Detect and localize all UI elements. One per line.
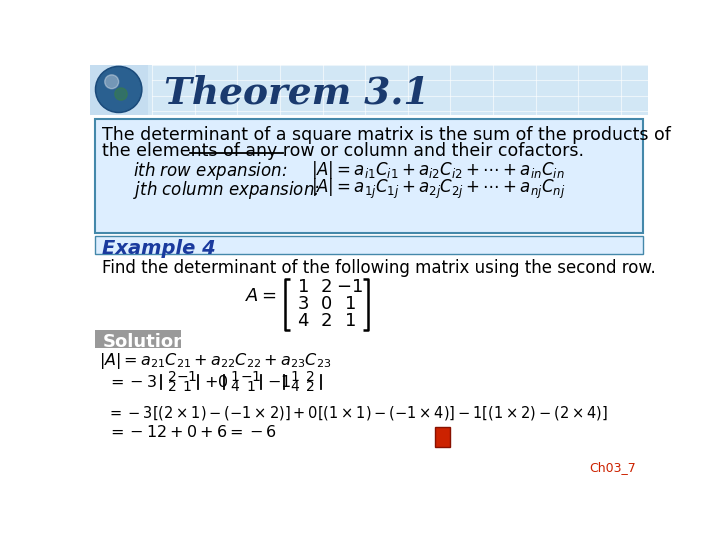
Text: $-1$: $-1$ [336, 278, 363, 296]
Text: $|A|=a_{1j}C_{1j}+a_{2j}C_{2j}+\cdots+a_{nj}C_{nj}$: $|A|=a_{1j}C_{1j}+a_{2j}C_{2j}+\cdots+a_… [311, 177, 565, 201]
Text: Solution: Solution [102, 333, 186, 351]
Text: $1$: $1$ [289, 370, 300, 383]
Text: $=-3$: $=-3$ [107, 374, 157, 390]
Text: $|A|=a_{i1}C_{i1}+a_{i2}C_{i2}+\cdots+a_{in}C_{in}$: $|A|=a_{i1}C_{i1}+a_{i2}C_{i2}+\cdots+a_… [311, 159, 564, 181]
Text: $1$: $1$ [297, 278, 309, 296]
Text: $=-3[(2\times1)-(-1\times2)]+0[(1\times1)-(-1\times4)]-1[(1\times2)-(2\times4)]$: $=-3[(2\times1)-(-1\times2)]+0[(1\times1… [107, 403, 608, 422]
Text: $-1$: $-1$ [176, 370, 197, 383]
Text: $1$: $1$ [343, 312, 356, 330]
Text: $2$: $2$ [305, 380, 315, 394]
Text: The determinant of a square matrix is the sum of the products of: The determinant of a square matrix is th… [102, 126, 671, 144]
Text: $i$th row expansion:: $i$th row expansion: [132, 160, 287, 183]
Text: $A=$: $A=$ [245, 287, 277, 305]
Text: $4$: $4$ [297, 312, 310, 330]
Text: Example 4: Example 4 [102, 239, 216, 258]
Circle shape [96, 66, 142, 112]
Text: $4$: $4$ [289, 380, 300, 394]
Text: Ch03_7: Ch03_7 [590, 462, 636, 475]
Text: $2$: $2$ [320, 312, 332, 330]
Text: $1$: $1$ [230, 370, 240, 383]
Bar [148, 65, 648, 115]
Circle shape [104, 75, 119, 89]
Text: $0$: $0$ [320, 295, 333, 313]
Text: $2$: $2$ [320, 278, 332, 296]
Text: $=-12+0+6=-6$: $=-12+0+6=-6$ [107, 423, 276, 440]
Text: $j$th column expansion:: $j$th column expansion: [132, 179, 320, 201]
Bar [94, 236, 644, 254]
Text: the elements of any row or column and their cofactors.: the elements of any row or column and th… [102, 142, 585, 160]
Text: $+0$: $+0$ [204, 374, 228, 390]
Text: $2$: $2$ [167, 380, 176, 394]
Text: $1$: $1$ [343, 295, 356, 313]
Text: $3$: $3$ [297, 295, 309, 313]
Text: $4$: $4$ [230, 380, 240, 394]
Text: $-1$: $-1$ [240, 370, 261, 383]
Circle shape [97, 68, 140, 111]
Text: $1$: $1$ [246, 380, 255, 394]
Text: $-1$: $-1$ [267, 374, 292, 390]
Text: Theorem 3.1: Theorem 3.1 [163, 74, 429, 111]
Bar [435, 427, 451, 447]
Bar [94, 119, 644, 233]
Text: Find the determinant of the following matrix using the second row.: Find the determinant of the following ma… [102, 259, 656, 277]
Text: $2$: $2$ [305, 370, 315, 383]
Text: $|A|=a_{21}C_{21}+a_{22}C_{22}+a_{23}C_{23}$: $|A|=a_{21}C_{21}+a_{22}C_{22}+a_{23}C_{… [99, 351, 332, 371]
Circle shape [114, 88, 127, 100]
Text: $1$: $1$ [182, 380, 192, 394]
Bar [94, 330, 181, 348]
Text: $2$: $2$ [167, 370, 176, 383]
Bar [90, 65, 648, 115]
